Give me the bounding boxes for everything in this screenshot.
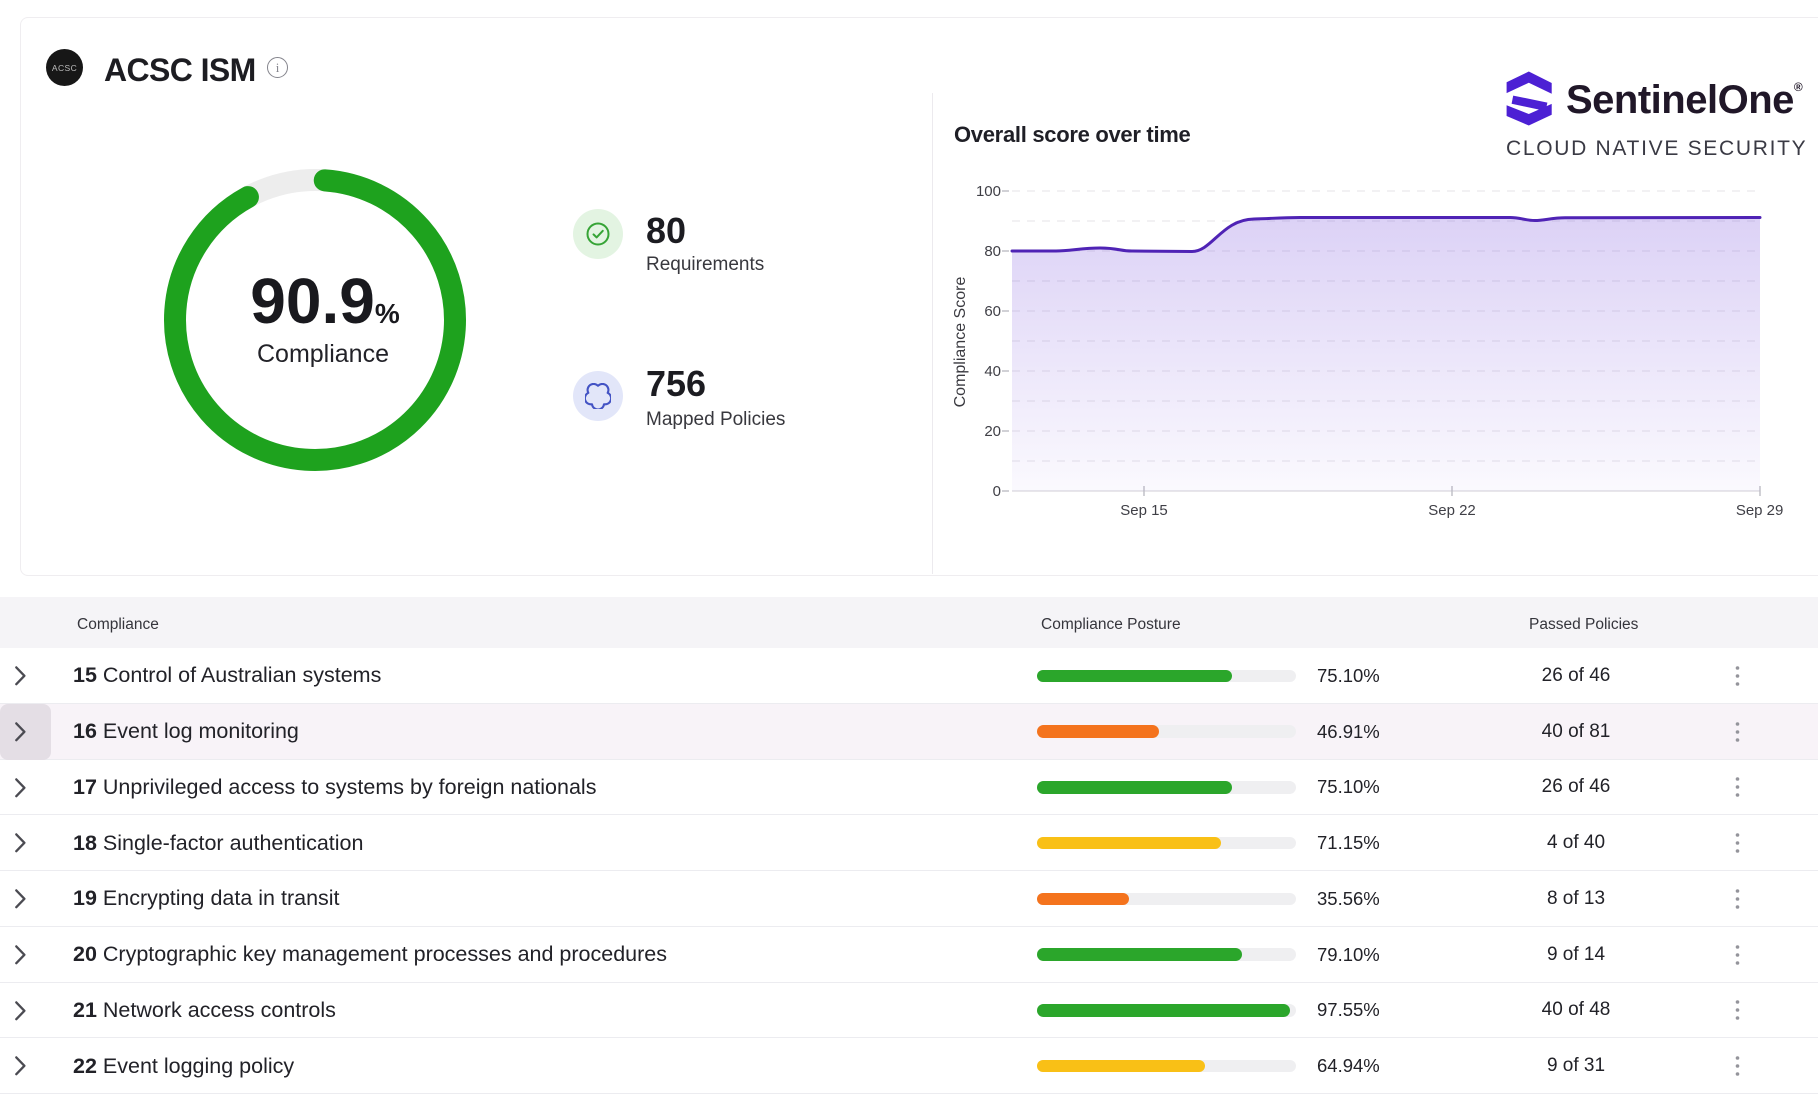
svg-text:60: 60 [984,303,1001,320]
svg-text:80: 80 [984,243,1001,260]
svg-text:Sep 15: Sep 15 [1120,502,1168,519]
svg-text:100: 100 [976,183,1001,200]
svg-text:40: 40 [984,363,1001,380]
svg-text:Sep 22: Sep 22 [1428,502,1476,519]
svg-text:Compliance Score: Compliance Score [952,277,969,408]
svg-text:0: 0 [993,483,1001,500]
svg-text:20: 20 [984,423,1001,440]
svg-text:Sep 29: Sep 29 [1736,502,1784,519]
